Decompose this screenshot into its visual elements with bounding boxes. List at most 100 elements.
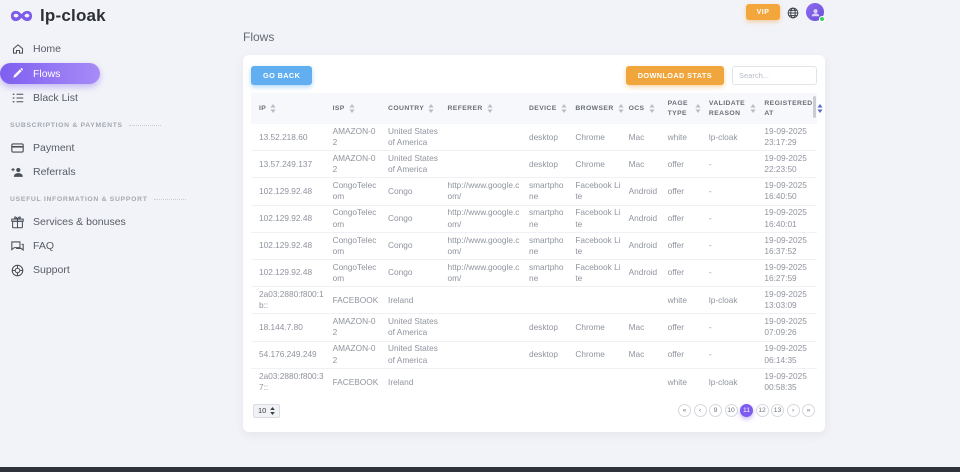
go-back-button[interactable]: GO BACK [251,65,313,85]
logo[interactable]: lp-cloak [0,0,235,26]
search-input[interactable] [732,65,817,85]
sort-icon[interactable] [695,104,701,113]
pagination-next[interactable]: › [786,404,800,418]
page-title: Flows [243,30,275,44]
cell-country: United States of America [388,343,438,365]
download-stats-button[interactable]: DOWNLOAD STATS [625,65,724,85]
table-row: 102.129.92.48 CongoTelecom Congo http://www… [251,178,817,206]
cell-browser: Chrome [575,321,605,332]
sort-icon[interactable] [561,103,567,113]
column-label: BROWSER [575,104,614,112]
table-row: 54.176.249.249 AMAZON-02 United States of … [251,342,817,369]
sort-icon[interactable] [648,103,655,113]
sort-icon[interactable] [428,103,434,113]
column-header-referer[interactable]: REFERER [439,103,521,113]
language-globe-icon[interactable] [787,6,799,19]
cell-isp: CongoTelecom [332,234,377,256]
cell-browser: Chrome [575,131,605,142]
cell-validate_reason: lp-cloak [708,294,738,305]
cell-registered-at: 19-09-2025 13:03:09 [764,289,807,311]
cell-validate_reason: - [708,213,712,224]
column-label: ISP [332,104,345,112]
cell-device: desktop [528,131,559,142]
sidebar-item-black-list[interactable]: Black List [0,87,235,109]
table-row: 102.129.92.48 CongoTelecom Congo http://www… [251,233,817,260]
cell-country: Congo [388,240,413,251]
sidebar-item-faq[interactable]: FAQ [0,235,235,257]
sort-icon[interactable] [349,103,355,113]
gift-icon [11,215,24,229]
sort-icon[interactable] [816,104,823,113]
page-size-select[interactable]: 10 [253,403,281,418]
sidebar-item-payment[interactable]: Payment [0,137,235,159]
cell-ip: 2a03:2880:f800:1b:: [259,289,324,311]
user-avatar[interactable] [806,3,825,22]
sidebar-item-label: Black List [33,92,78,104]
cell-registered-at: 19-09-2025 00:58:35 [764,371,807,393]
cell-page_type: offer [667,349,685,359]
column-header-ocs[interactable]: OCS [621,103,660,113]
person-add-icon [11,166,24,179]
sidebar-item-referrals[interactable]: Referrals [0,161,235,183]
cell-ocs: Android [628,240,658,251]
table-scrollbar[interactable] [813,96,816,118]
cell-country: Congo [388,213,413,224]
cell-page_type: offer [667,158,685,169]
sidebar-item-flows[interactable]: Flows [0,63,100,84]
page-size-value: 10 [258,406,267,416]
pagination-page-10[interactable]: 10 [724,404,738,418]
sidebar-item-label: Services & bonuses [33,216,126,228]
pagination-page-11[interactable]: 11 [740,404,753,418]
cell-isp: CongoTelecom [332,207,377,229]
table-row: 102.129.92.48 CongoTelecom Congo http://www… [251,206,817,233]
column-header-registered_at[interactable]: REGISTERED AT [756,99,823,117]
column-header-page_type[interactable]: PAGE TYPE [660,99,701,117]
sidebar-item-label: Payment [33,142,75,154]
column-header-browser[interactable]: BROWSER [567,103,624,113]
pagination-first[interactable]: « [678,404,691,418]
cell-page_type: offer [667,185,685,196]
vip-button[interactable]: VIP [746,4,780,20]
sort-icon[interactable] [487,103,493,113]
cell-ip: 102.129.92.48 [259,240,313,251]
sort-icon[interactable] [750,104,756,113]
column-header-ip[interactable]: IP [251,103,325,113]
pagination-last[interactable]: » [802,404,815,418]
column-header-validate_reason[interactable]: VALIDATE REASON [701,99,756,117]
cell-registered-at: 19-09-2025 22:23:50 [764,153,807,175]
pagination-prev[interactable]: ‹ [693,404,707,418]
column-header-country[interactable]: COUNTRY [380,103,439,113]
pagination-page-9[interactable]: 9 [709,404,722,418]
sidebar-item-support[interactable]: Support [0,259,235,281]
sidebar-nav: Home Flows Black List [0,38,235,109]
sort-icon[interactable] [270,103,276,113]
cell-country: Ireland [388,376,414,387]
stepper-icon [270,406,276,415]
pagination-page-13[interactable]: 13 [771,404,784,418]
cell-isp: CongoTelecom [332,180,377,202]
cell-validate_reason: - [708,349,712,359]
cell-referer: http://www.google.com/ [447,207,520,229]
column-header-isp[interactable]: ISP [325,103,380,113]
column-header-device[interactable]: DEVICE [521,103,567,113]
pagination-page-12[interactable]: 12 [755,404,769,418]
pen-icon [11,67,24,80]
cell-ocs: Mac [628,158,645,169]
table-row: 2a03:2880:f800:37:: FACEBOOK Ireland white l… [251,369,817,396]
life-ring-icon [11,264,24,277]
sidebar-item-services-bonuses[interactable]: Services & bonuses [0,211,235,233]
column-label: OCS [628,104,645,112]
cell-registered-at: 19-09-2025 16:40:01 [764,207,807,229]
table-footer: 10 «‹ 9 10 11 12 13 ›» [251,403,817,418]
sort-icon[interactable] [618,103,624,113]
cell-browser: Chrome [575,158,605,169]
cell-isp: CongoTelecom [332,261,377,284]
cell-referer: http://www.google.com/ [447,180,520,202]
cell-validate_reason: - [708,158,712,169]
cell-browser: Facebook Lite [575,261,621,284]
sidebar-item-label: Home [33,43,62,55]
cell-isp: AMAZON-02 [332,153,376,175]
column-label: COUNTRY [388,104,425,112]
sidebar-item-home[interactable]: Home [0,38,235,60]
cell-page_type: offer [667,213,685,224]
